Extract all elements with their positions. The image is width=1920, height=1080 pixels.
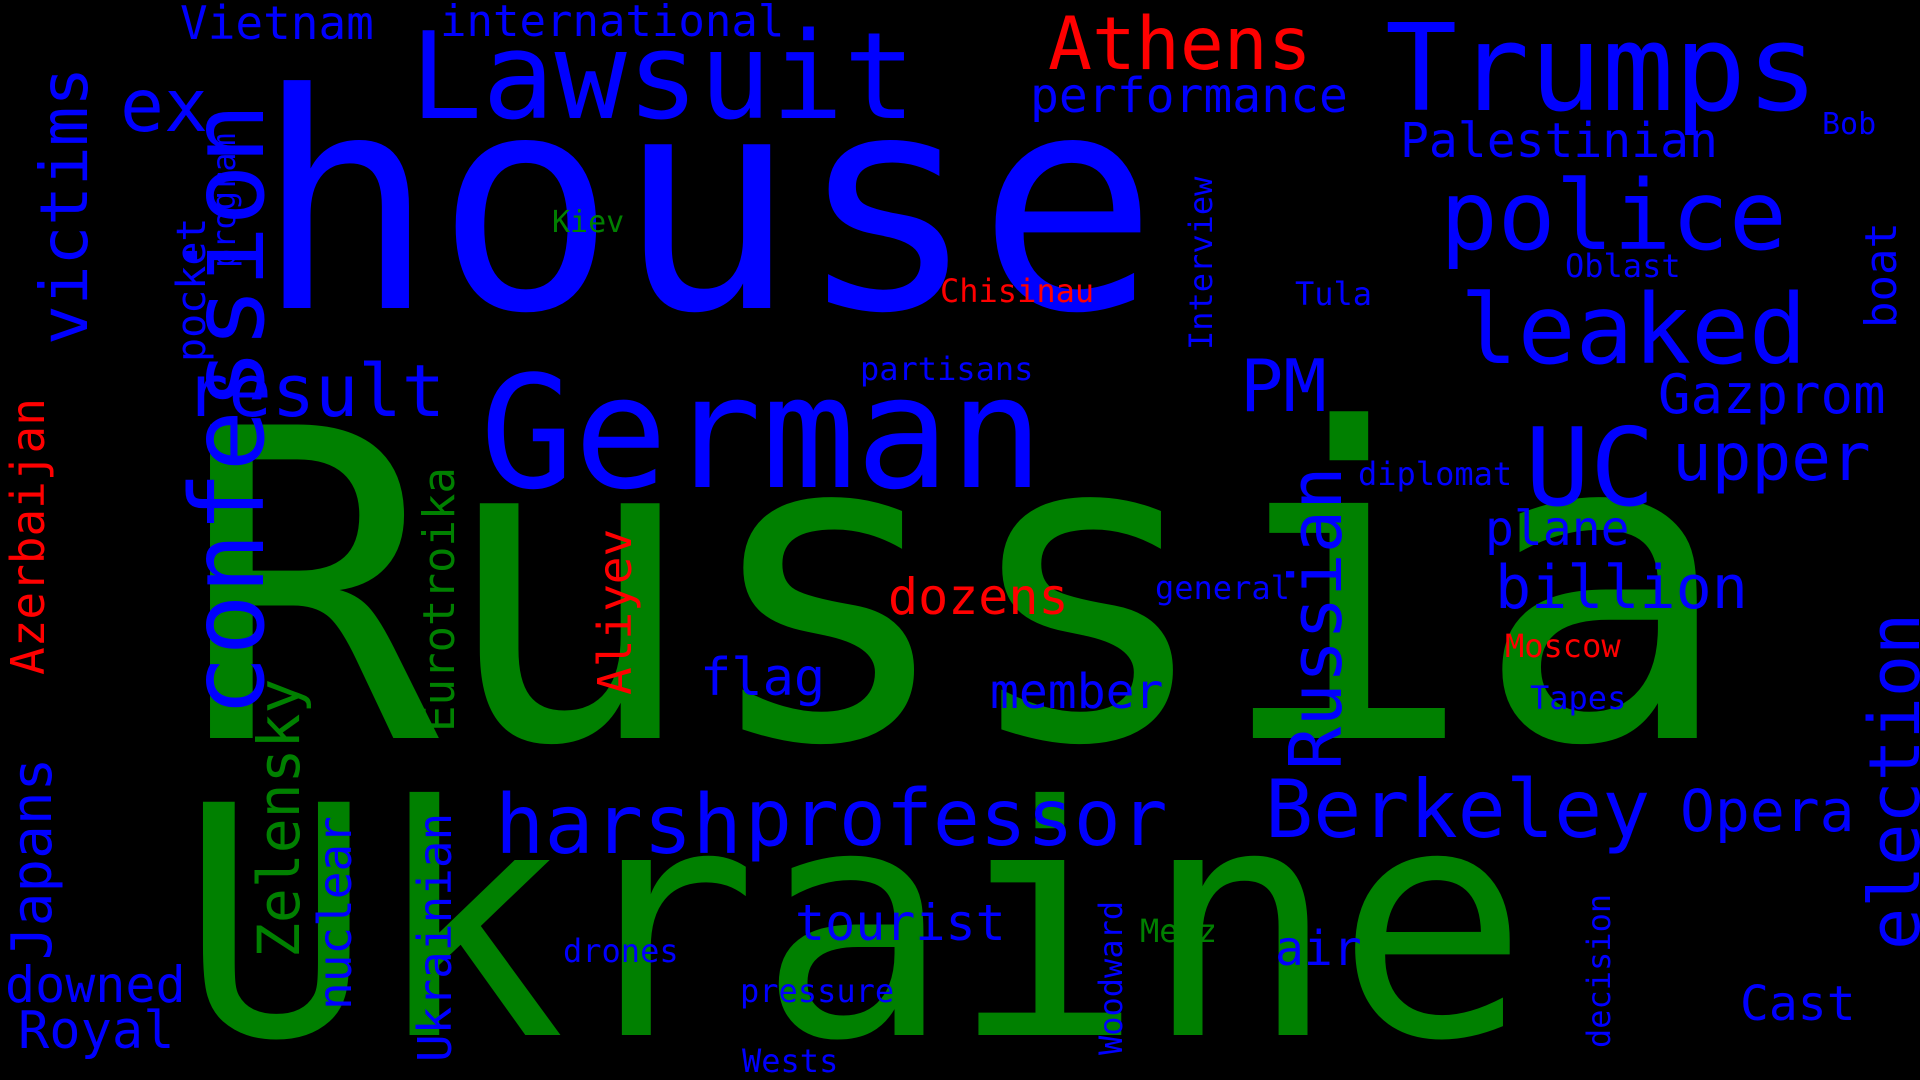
word-interview: Interview [1182,176,1220,350]
word-boat: boat [1856,222,1907,328]
word-japans: Japans [0,757,65,960]
word-tapes: Tapes [1530,679,1627,717]
word-kiev: Kiev [552,205,625,240]
word-athens: Athens [1048,2,1312,87]
word-moscow: Moscow [1505,627,1621,665]
word-uc: UC [1525,406,1656,531]
word-oblast: Oblast [1565,247,1681,285]
word-russian: Russian [1274,466,1358,770]
word-royal: Royal [18,1001,175,1061]
word-bob: Bob [1822,107,1877,142]
word-pressure: pressure [740,972,895,1010]
word-police: police [1440,160,1787,272]
word-leaked: leaked [1460,274,1807,386]
word-professor: professor [745,774,1168,864]
word-trumps: Trumps [1385,0,1819,139]
word-russia: Russia [180,340,1734,840]
word-tula: Tula [1295,275,1373,313]
word-cast: Cast [1740,976,1856,1032]
word-eurotroika: Eurotroika [414,467,465,732]
word-performance: performance [1030,68,1348,124]
word-flag: flag [700,648,826,708]
word-gazprom: Gazprom [1658,363,1886,426]
word-billion: billion [1495,553,1748,623]
word-drones: drones [563,932,679,970]
word-zelensky: Zelensky [245,678,313,958]
word-election: election [1854,612,1920,950]
word-pm: PM [1240,344,1327,428]
word-decision: decision [1580,893,1618,1048]
word-victims: victims [26,66,103,345]
word-result: result [185,349,446,433]
word-german: German [480,342,1044,524]
word-ukraine: Ukraine [180,739,1529,1080]
word-partisans: partisans [860,350,1034,388]
word-woodward: Woodward [1092,900,1130,1055]
word-aliyev: Aliyev [588,528,642,695]
word-tourist: tourist [795,894,1006,952]
word-upper: upper [1672,419,1871,496]
word-harsh: harsh [495,778,742,873]
word-pocket: pocket [169,217,215,363]
word-chisinau: Chisinau [940,272,1095,310]
word-air: air [1275,921,1362,977]
word-diplomat: diplomat [1358,455,1513,493]
word-opera: Opera [1680,777,1855,845]
word-lawsuit: Lawsuit [410,8,916,147]
word-ex: ex [120,64,208,149]
word-vietnam: Vietnam [180,0,374,50]
word-azerbaijan: Azerbaijan [1,398,55,675]
word-nuclear: nuclear [308,816,362,1010]
word-downed: downed [5,956,186,1014]
word-general: general [1155,569,1290,607]
word-ukrainian: Ukrainian [408,812,462,1062]
word-plane: plane [1485,501,1630,557]
word-berkeley: Berkeley [1265,763,1651,856]
word-international: international [440,0,785,47]
word-member: member [990,664,1164,720]
word-house: house [255,30,1159,379]
word-merz: Merz [1140,912,1218,950]
word-wests: Wests [742,1042,839,1080]
word-palestinian: Palestinian [1400,113,1718,169]
word-dozens: dozens [888,568,1069,626]
